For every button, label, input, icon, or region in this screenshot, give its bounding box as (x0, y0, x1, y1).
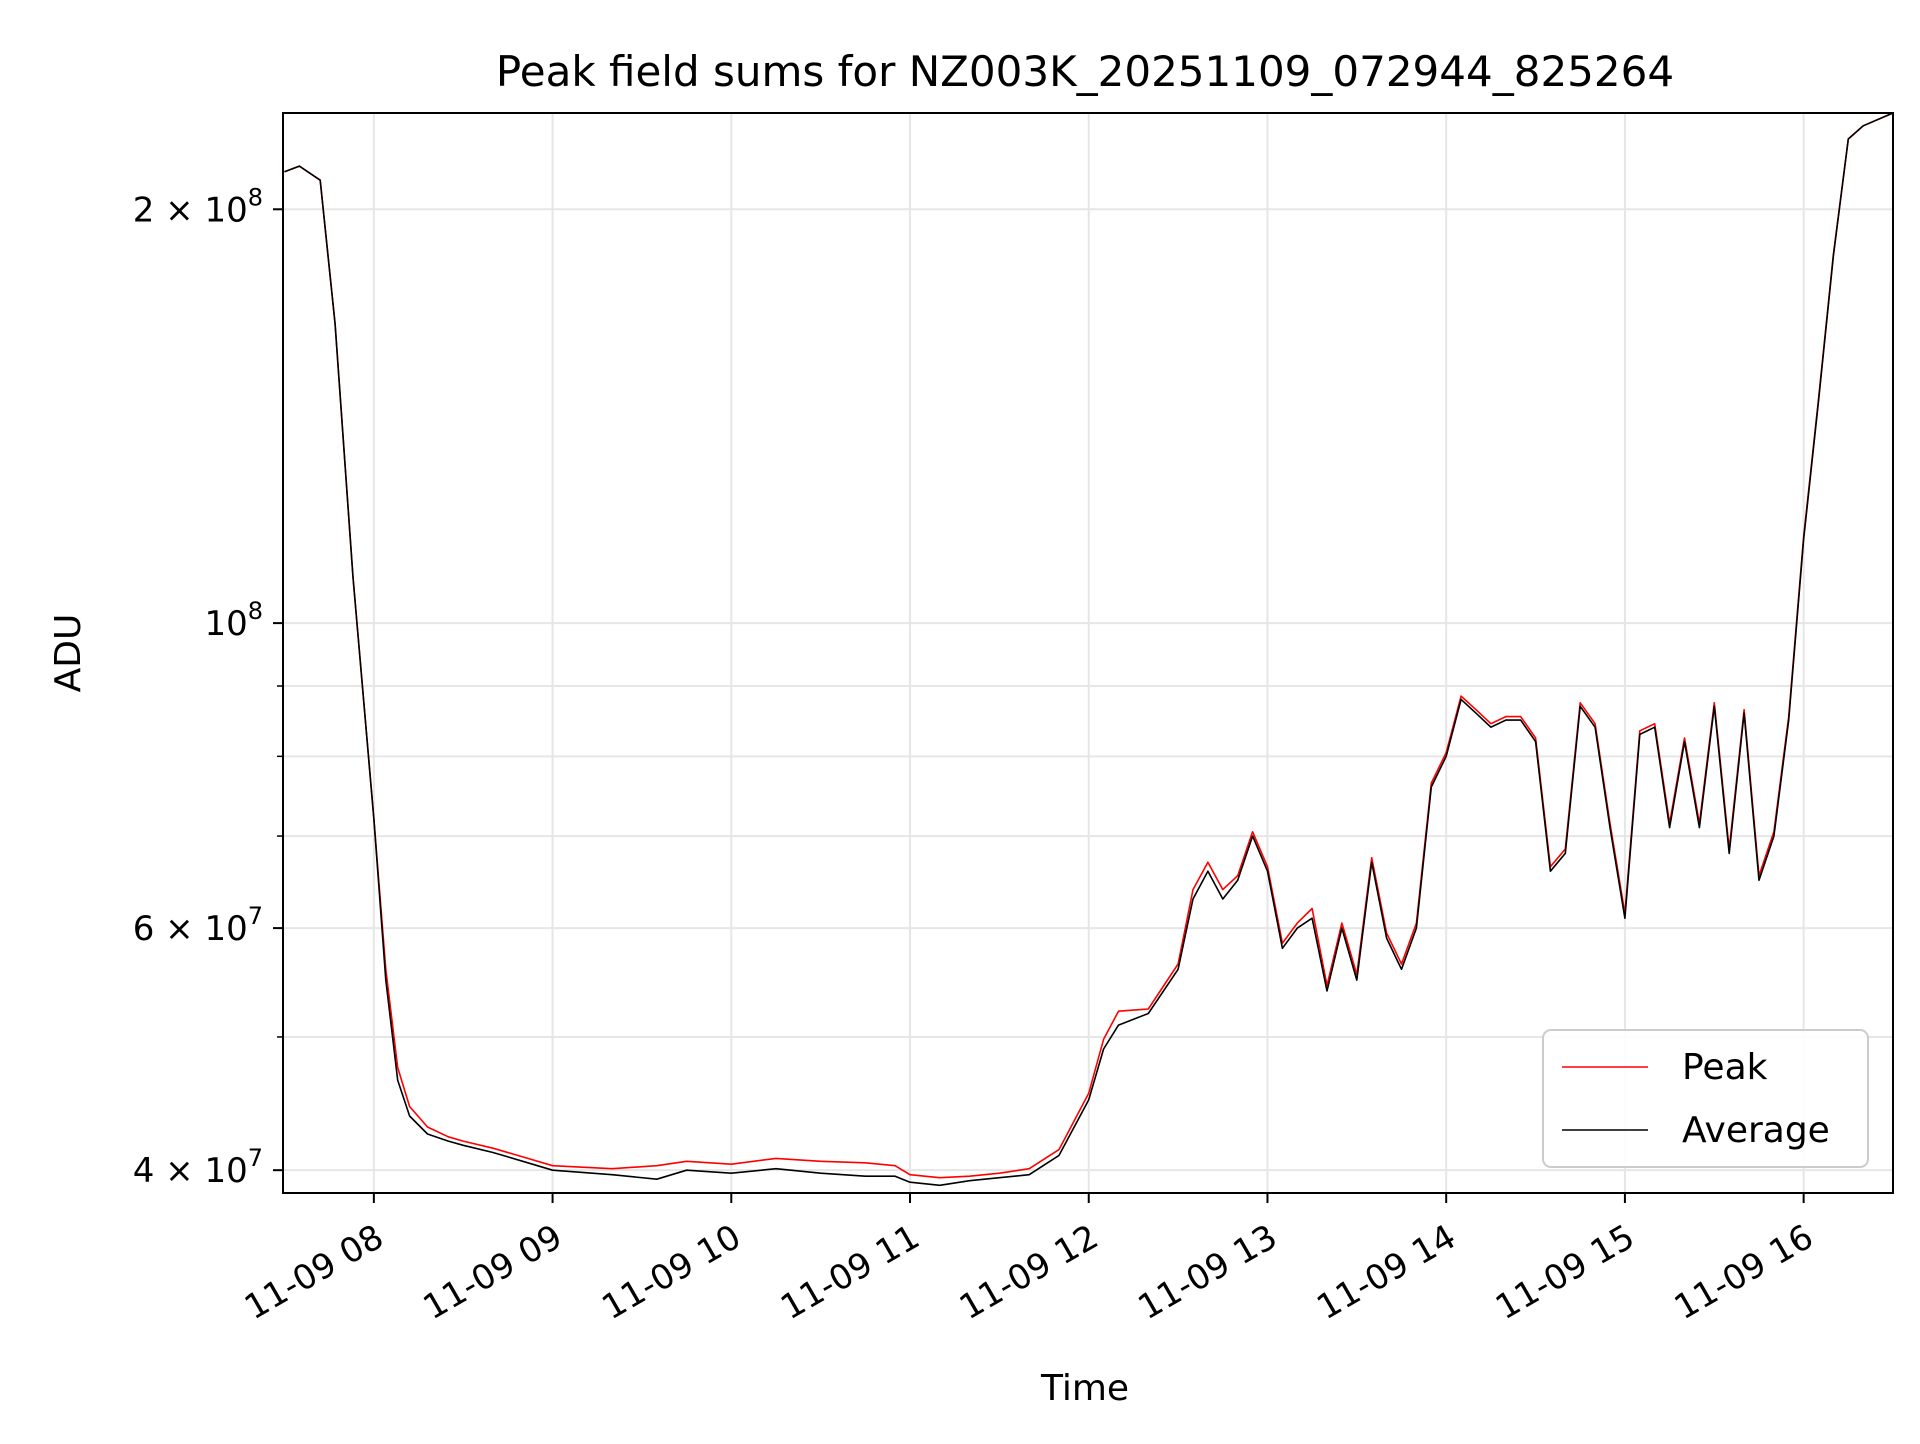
legend-box (1542, 1029, 1869, 1168)
chart-title: Peak field sums for NZ003K_20251109_0729… (496, 47, 1674, 96)
legend-peak-label: Peak (1682, 1047, 1768, 1088)
x-axis-label: Time (1040, 1368, 1129, 1409)
y-tick-label: 6 × 107 (133, 902, 263, 949)
y-tick-label: 108 (204, 597, 263, 644)
legend: Peak Average (1542, 1029, 1869, 1168)
series-line-average (284, 113, 1893, 1187)
series-layer (284, 113, 1893, 1187)
legend-average-label: Average (1682, 1110, 1830, 1151)
y-tick-label: 2 × 108 (133, 183, 263, 230)
y-tick-label: 4 × 107 (133, 1144, 263, 1191)
y-axis-label: ADU (48, 614, 89, 693)
